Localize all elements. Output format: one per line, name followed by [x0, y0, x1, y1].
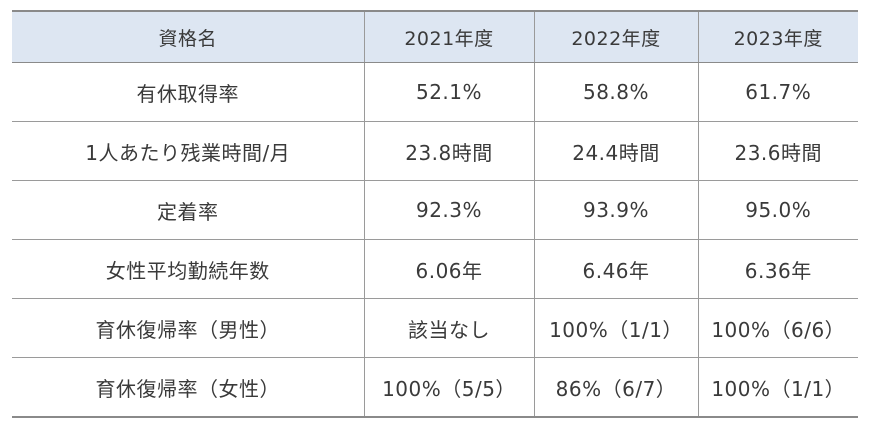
row-label: 有休取得率	[12, 62, 364, 122]
table-row: 定着率 92.3% 93.9% 95.0%	[12, 180, 858, 240]
cell-2023: 61.7%	[697, 62, 858, 122]
row-label: 1人あたり残業時間/月	[12, 121, 364, 181]
cell-2022: 6.46年	[533, 239, 698, 299]
table-row: 有休取得率 52.1% 58.8% 61.7%	[12, 62, 858, 122]
cell-2021: 6.06年	[363, 239, 534, 299]
header-year-2022: 2022年度	[533, 10, 698, 63]
cell-2023: 23.6時間	[697, 121, 858, 181]
cell-2021: 23.8時間	[363, 121, 534, 181]
stats-table: 資格名 2021年度 2022年度 2023年度 有休取得率 52.1% 58.…	[12, 10, 858, 418]
row-label: 育休復帰率（男性）	[12, 298, 364, 358]
row-label: 育休復帰率（女性）	[12, 357, 364, 418]
cell-2022: 24.4時間	[533, 121, 698, 181]
cell-2022: 100%（1/1）	[533, 298, 698, 358]
row-label: 女性平均勤続年数	[12, 239, 364, 299]
cell-2022: 93.9%	[533, 180, 698, 240]
stats-table-container: 資格名 2021年度 2022年度 2023年度 有休取得率 52.1% 58.…	[12, 10, 858, 418]
cell-2023: 95.0%	[697, 180, 858, 240]
table-row: 育休復帰率（女性） 100%（5/5） 86%（6/7） 100%（1/1）	[12, 357, 858, 418]
header-year-2021: 2021年度	[363, 10, 534, 63]
cell-2023: 6.36年	[697, 239, 858, 299]
cell-2021: 該当なし	[363, 298, 534, 358]
header-year-2023: 2023年度	[697, 10, 858, 63]
table-row: 育休復帰率（男性） 該当なし 100%（1/1） 100%（6/6）	[12, 298, 858, 358]
cell-2021: 92.3%	[363, 180, 534, 240]
row-label: 定着率	[12, 180, 364, 240]
cell-2023: 100%（1/1）	[697, 357, 858, 418]
cell-2023: 100%（6/6）	[697, 298, 858, 358]
cell-2021: 52.1%	[363, 62, 534, 122]
header-item-name: 資格名	[12, 10, 364, 63]
table-row: 女性平均勤続年数 6.06年 6.46年 6.36年	[12, 239, 858, 299]
cell-2022: 58.8%	[533, 62, 698, 122]
cell-2022: 86%（6/7）	[533, 357, 698, 418]
table-row: 1人あたり残業時間/月 23.8時間 24.4時間 23.6時間	[12, 121, 858, 181]
header-row: 資格名 2021年度 2022年度 2023年度	[12, 10, 858, 63]
cell-2021: 100%（5/5）	[363, 357, 534, 418]
